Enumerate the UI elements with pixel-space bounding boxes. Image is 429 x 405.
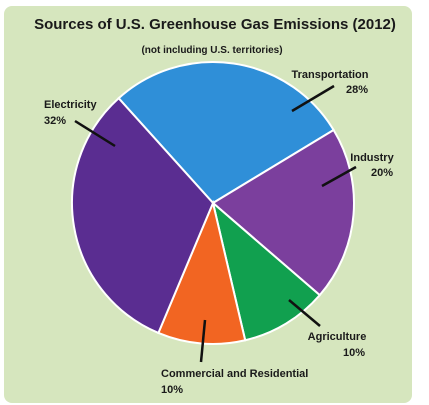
value-label-transportation: 28% [346,84,368,96]
value-label-agriculture: 10% [343,347,365,359]
slice-electricity [71,96,215,335]
value-label-commercial-residential: 10% [161,384,183,396]
label-agriculture: Agriculture [308,331,367,343]
label-electricity: Electricity [44,99,97,111]
label-transportation: Transportation [291,69,368,81]
slice-industry [211,128,355,297]
label-industry: Industry [350,152,394,164]
leader-line-commercial-residential [199,319,207,363]
slice-commercial-residential [157,199,247,345]
leader-line-industry [321,165,357,188]
chart-title: Sources of U.S. Greenhouse Gas Emissions… [34,16,396,33]
leader-line-electricity [74,119,116,148]
leader-line-transportation [291,84,335,113]
value-label-industry: 20% [371,167,393,179]
slice-transportation [117,61,335,205]
label-commercial-residential: Commercial and Residential [161,368,308,380]
leader-line-agriculture [288,299,321,327]
pie-slices [71,61,355,345]
value-label-electricity: 32% [44,115,66,127]
leader-lines [74,84,357,363]
slice-labels: Transportation 28% Industry 20% Agriculture 1… [44,69,395,396]
slice-agriculture [211,200,322,342]
chart-subtitle: (not including U.S. territories) [141,45,282,56]
